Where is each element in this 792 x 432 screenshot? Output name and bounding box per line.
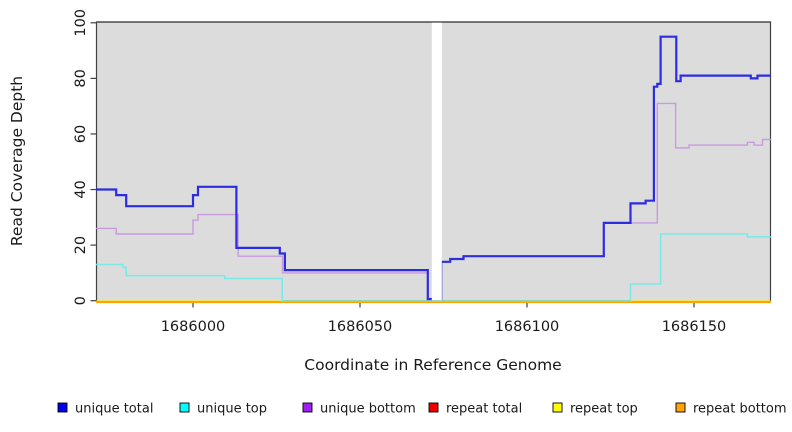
legend-swatch — [675, 402, 686, 413]
legend-item-repeat-top: repeat top — [552, 402, 638, 417]
chart-legend: unique total unique top unique bottom repea… — [57, 402, 787, 417]
x-tick-label: 1686100 — [495, 319, 560, 335]
legend-label: unique bottom — [320, 402, 416, 417]
legend-swatch — [428, 402, 439, 413]
y-tick-label: 60 — [73, 125, 89, 143]
series-unique-total — [96, 35, 771, 301]
y-tick-label: 100 — [73, 9, 89, 37]
legend-label: unique top — [197, 402, 267, 417]
alignment-gap-band — [431, 21, 442, 301]
legend-item-unique-bottom: unique bottom — [302, 402, 416, 417]
y-tick-label: 80 — [73, 69, 89, 87]
x-axis-title: Coordinate in Reference Genome — [304, 356, 561, 374]
legend-swatch — [179, 402, 190, 413]
y-tick-label: 0 — [73, 296, 89, 305]
y-tick-label: 20 — [73, 236, 89, 254]
x-tick-label: 1686000 — [161, 319, 226, 335]
legend-item-unique-top: unique top — [179, 402, 267, 417]
legend-swatch — [552, 402, 563, 413]
x-tick-label: 1686050 — [328, 319, 393, 335]
legend-label: repeat bottom — [693, 402, 787, 417]
legend-item-unique-total: unique total — [57, 402, 153, 417]
legend-label: repeat total — [446, 402, 522, 417]
legend-label: unique total — [75, 402, 153, 417]
legend-item-repeat-total: repeat total — [428, 402, 522, 417]
legend-swatch — [302, 402, 313, 413]
y-tick-label: 40 — [73, 180, 89, 198]
series-unique-top — [96, 233, 771, 302]
legend-label: repeat top — [570, 402, 638, 417]
legend-swatch — [57, 402, 68, 413]
legend-item-repeat-bottom: repeat bottom — [675, 402, 787, 417]
y-axis-title: Read Coverage Depth — [8, 76, 26, 246]
x-tick-label: 1686150 — [662, 319, 727, 335]
